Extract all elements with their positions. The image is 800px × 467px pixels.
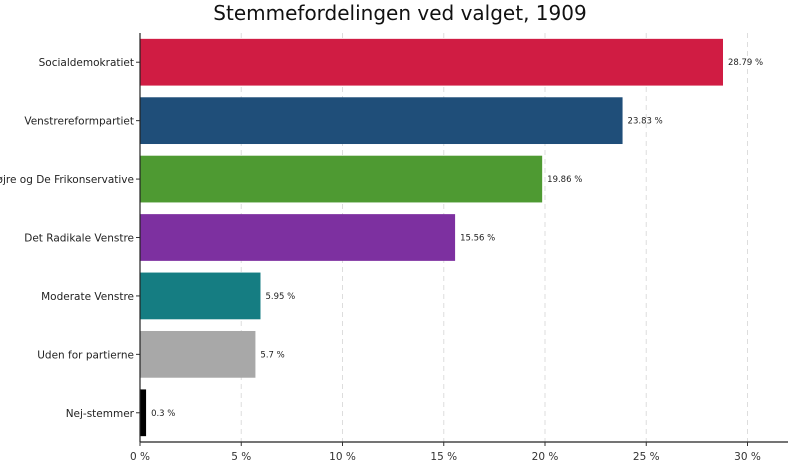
category-label: Nej-stemmer [66, 408, 135, 420]
x-tick-label: 15 % [430, 451, 457, 463]
chart-title: Stemmefordelingen ved valget, 1909 [213, 1, 586, 25]
category-label: Det Radikale Venstre [24, 233, 134, 245]
axes [136, 33, 788, 443]
x-tick-label: 30 % [734, 451, 761, 463]
bars [140, 38, 723, 437]
category-label: Socialdemokratiet [39, 57, 134, 69]
x-tick-label: 10 % [329, 451, 356, 463]
value-labels: 28.79 % 23.83 % 19.86 % 15.56 % 5.95 % 5.7 % 0… [151, 58, 763, 419]
category-label: Moderate Venstre [41, 291, 134, 303]
x-tick-label: 25 % [633, 451, 660, 463]
x-axis-ticks: 0 % 5 % 10 % 15 % 20 % 25 % 30 % [130, 442, 761, 463]
value-label: 23.83 % [628, 117, 663, 127]
bar [140, 155, 543, 203]
bar [140, 38, 723, 86]
value-label: 19.86 % [547, 175, 582, 185]
bar [140, 214, 456, 261]
value-label: 15.56 % [460, 234, 495, 244]
category-label: Uden for partierne [37, 349, 134, 361]
category-labels: Socialdemokratiet Venstrereformpartiet Høj… [0, 57, 135, 420]
x-tick-label: 5 % [231, 451, 251, 463]
x-tick-label: 20 % [532, 451, 559, 463]
bar [140, 97, 623, 145]
value-label: 0.3 % [151, 409, 175, 419]
value-label: 28.79 % [728, 58, 763, 68]
category-label: Venstrereformpartiet [24, 116, 134, 128]
category-label: Højre og De Frikonservative [0, 174, 134, 186]
bar [140, 272, 261, 320]
value-label: 5.95 % [265, 292, 295, 302]
value-label: 5.7 % [260, 350, 284, 360]
x-tick-label: 0 % [130, 451, 150, 463]
bar [140, 330, 256, 378]
bar [140, 389, 147, 437]
